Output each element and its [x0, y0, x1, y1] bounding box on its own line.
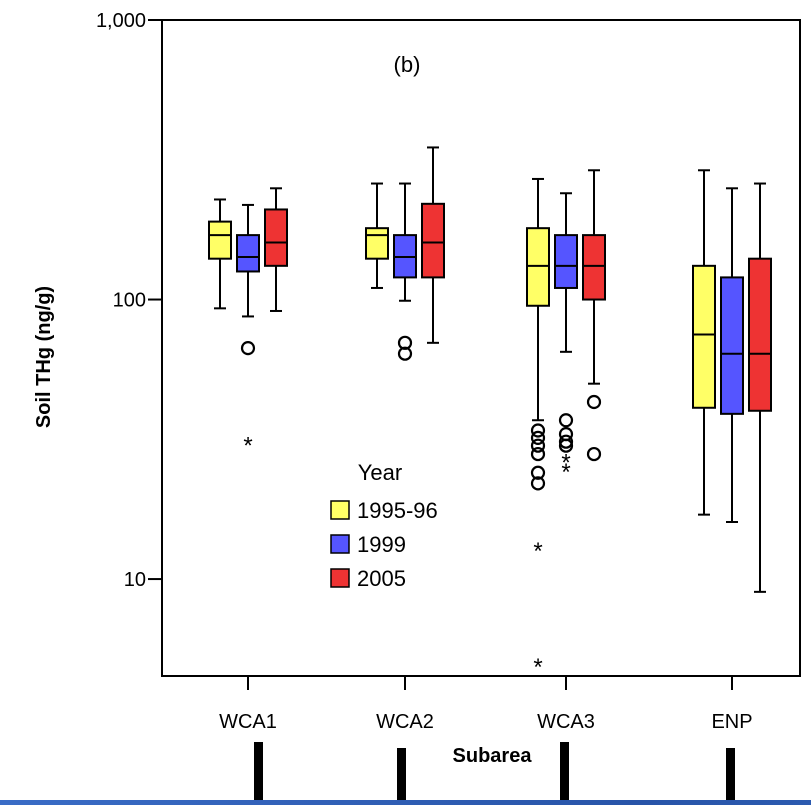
outlier-point [530, 438, 546, 453]
outlier-point [558, 438, 574, 453]
legend-swatch [330, 568, 350, 588]
box-iqr [692, 264, 716, 409]
legend-title: Year [358, 460, 402, 485]
outlier-point [240, 341, 256, 356]
box-wca3-0: ** [526, 177, 550, 681]
box-wca1-1: * [236, 203, 260, 460]
box-iqr [748, 257, 772, 412]
x-tick-label: WCA2 [376, 711, 434, 733]
outlier-point [586, 394, 602, 410]
extreme-point: * [533, 654, 542, 681]
outlier-point [397, 346, 413, 361]
box-wca3-2 [582, 169, 606, 462]
x-tick-label: WCA1 [219, 711, 277, 733]
box-iqr [582, 234, 606, 301]
box-iqr [526, 227, 550, 307]
box-wca2-2 [421, 146, 445, 344]
outlier-point [586, 446, 602, 462]
outlier-point [530, 476, 546, 491]
outlier-point [530, 465, 546, 480]
x-tick-label: WCA3 [537, 711, 595, 733]
axes-layer: 10 100 1,000 WCA1 WCA2 WCA3 ENP [96, 10, 801, 733]
y-tick-label: 1,000 [96, 10, 146, 32]
outlier-point [558, 413, 574, 428]
bottom-bar-wca1 [254, 742, 263, 800]
outlier-point [558, 434, 574, 449]
legend-label: 2005 [357, 566, 406, 591]
box-enp-2 [748, 182, 772, 593]
panel-label: (b) [394, 52, 421, 77]
box-wca2-0 [365, 182, 389, 289]
box-iqr [264, 208, 288, 267]
legend-label: 1995-96 [357, 498, 438, 523]
box-iqr [421, 202, 445, 279]
y-tick-label: 10 [124, 569, 146, 591]
box-wca2-1 [393, 182, 417, 361]
extreme-point: * [243, 433, 252, 460]
box-iqr [365, 227, 389, 260]
box-wca1-2 [264, 187, 288, 312]
extreme-point: * [561, 449, 570, 476]
x-tick-label: ENP [711, 711, 752, 733]
outlier-point [530, 423, 546, 438]
extreme-point: * [533, 538, 542, 565]
legend: Year 1995-96 1999 2005 [330, 460, 438, 591]
box-iqr [554, 234, 578, 289]
x-axis-label: Subarea [453, 745, 533, 767]
box-iqr [208, 220, 232, 260]
y-axis-label: Soil THg (ng/g) [33, 286, 55, 428]
outlier-point [530, 446, 546, 462]
legend-swatch [330, 500, 350, 520]
box-wca3-1: ** [554, 192, 578, 486]
bottom-bar-wca2 [397, 748, 406, 800]
plot-frame [161, 19, 801, 677]
bottom-bars [254, 742, 735, 800]
box-wca1-0 [208, 198, 232, 310]
outlier-point [530, 430, 546, 445]
box-iqr [720, 276, 744, 415]
legend-label: 1999 [357, 532, 406, 557]
bottom-bar-wca3 [560, 742, 569, 800]
box-iqr [236, 234, 260, 273]
extreme-point: * [561, 459, 570, 486]
legend-swatch [330, 534, 350, 554]
bottom-bar-enp [726, 748, 735, 800]
boxes-layer: ***** [208, 146, 772, 681]
box-enp-0 [692, 169, 716, 516]
outlier-point [397, 335, 413, 350]
box-enp-1 [720, 187, 744, 524]
y-tick-label: 100 [113, 290, 146, 312]
